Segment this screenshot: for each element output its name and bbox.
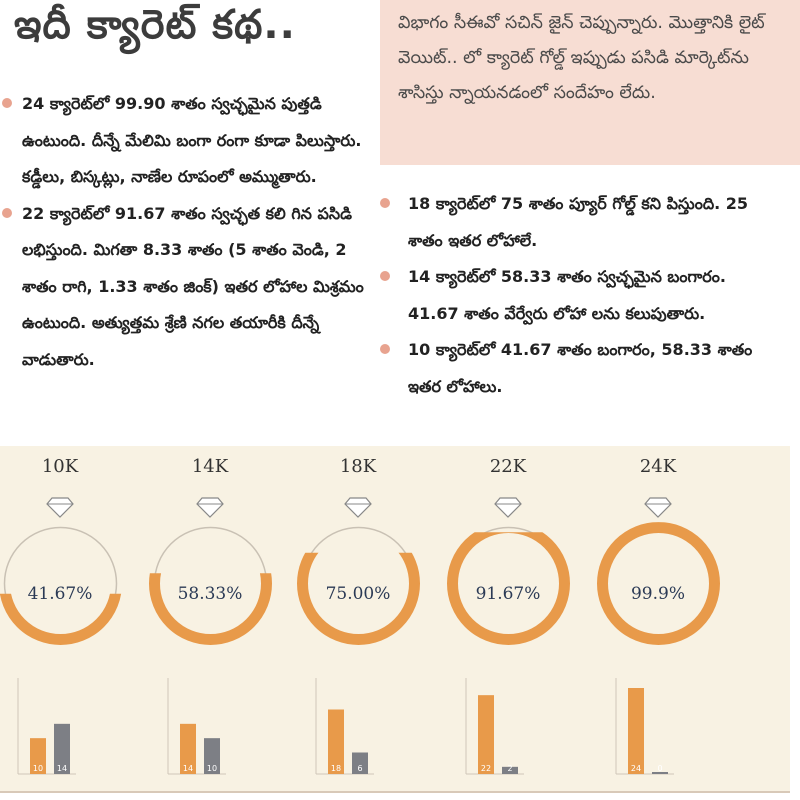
- gold-bar: [328, 709, 344, 774]
- bullet-dot-icon: [380, 271, 390, 281]
- gold-bar-label: 22: [481, 764, 491, 773]
- left-column: 24 క్యారెట్‌లో 99.90 శాతం స్వచ్ఛమైన పుత్…: [0, 86, 375, 378]
- other-metal-bar: [204, 738, 220, 774]
- karat-label: 18K: [339, 456, 377, 477]
- article-title: ఇదీ క్యారెట్ కథ..: [14, 2, 296, 48]
- gold-bar: [478, 695, 494, 774]
- ring-gold-fill: [596, 522, 720, 645]
- purity-percent: 41.67%: [27, 584, 93, 604]
- side-note-box: విభాగం సీఈవో సచిన్ జైన్ చెప్పున్నారు. మొ…: [380, 0, 800, 165]
- ring-gold-fill: [446, 532, 570, 645]
- purity-percent: 99.9%: [630, 584, 685, 604]
- bullet-22k: 22 క్యారెట్‌లో 91.67 శాతం స్వచ్ఛత కలి గి…: [0, 196, 375, 379]
- other-metal-bar: [652, 772, 668, 774]
- karat-label: 22K: [489, 456, 527, 477]
- bullet-dot-icon: [2, 98, 12, 108]
- ring-gold-fill: [296, 552, 420, 645]
- other-metal-bar-label: 2: [507, 764, 512, 773]
- bullet-text: 22 క్యారెట్‌లో 91.67 శాతం స్వచ్ఛత కలి గి…: [22, 203, 364, 369]
- bullet-10k: 10 క్యారెట్‌లో 41.67 శాతం బంగారం, 58.33 …: [378, 332, 778, 405]
- other-metal-bar-label: 0: [657, 764, 662, 773]
- bullet-dot-icon: [380, 198, 390, 208]
- karat-bar-chart: 10 14: [17, 678, 76, 775]
- diamond-icon: [644, 497, 672, 518]
- gold-bar-label: 24: [631, 764, 641, 773]
- right-column: 18 క్యారెట్‌లో 75 శాతం ప్యూర్ గోల్డ్ కని…: [378, 186, 778, 405]
- ring-gold-fill: [148, 573, 272, 645]
- karat-infographic: 10K 41.67% 10 14 14K 58.33% 14 10 18K 75.00% 18 6 22…: [0, 446, 790, 793]
- other-metal-bar-label: 14: [57, 764, 67, 773]
- diamond-icon: [494, 497, 522, 518]
- karat-label: 14K: [191, 456, 229, 477]
- karat-label: 24K: [639, 456, 677, 477]
- bullet-14k: 14 క్యారెట్‌లో 58.33 శాతం స్వచ్ఛమైన బంగా…: [378, 259, 778, 332]
- bullet-text: 18 క్యారెట్‌లో 75 శాతం ప్యూర్ గోల్డ్ కని…: [408, 194, 749, 250]
- gold-bar: [628, 688, 644, 774]
- gold-bar: [180, 723, 196, 774]
- other-metal-bar: [54, 723, 70, 774]
- karat-ring: [0, 526, 121, 645]
- diamond-icon: [344, 497, 372, 518]
- side-note-text: విభాగం సీఈవో సచిన్ జైన్ చెప్పున్నారు. మొ…: [398, 13, 765, 103]
- gold-bar-label: 14: [183, 764, 193, 773]
- bullet-dot-icon: [380, 344, 390, 354]
- karat-bar-chart: 18 6: [315, 678, 374, 775]
- gold-bar-label: 10: [33, 764, 43, 773]
- bullet-text: 10 క్యారెట్‌లో 41.67 శాతం బంగారం, 58.33 …: [408, 340, 753, 396]
- purity-percent: 75.00%: [325, 584, 391, 604]
- bullet-dot-icon: [2, 207, 12, 218]
- bullet-18k: 18 క్యారెట్‌లో 75 శాతం ప్యూర్ గోల్డ్ కని…: [378, 186, 778, 259]
- gold-bar: [30, 738, 46, 774]
- karat-label: 10K: [41, 456, 79, 477]
- karat-ring: [296, 526, 420, 645]
- purity-percent: 91.67%: [475, 584, 541, 604]
- gold-bar-label: 18: [331, 764, 341, 773]
- karat-bar-chart: 24 0: [615, 678, 674, 775]
- karat-bar-chart: 22 2: [465, 678, 524, 775]
- bullet-text: 24 క్యారెట్‌లో 99.90 శాతం స్వచ్ఛమైన పుత్…: [22, 94, 362, 186]
- karat-ring: [446, 526, 570, 645]
- karat-ring: [148, 526, 272, 645]
- ring-gold-fill: [0, 593, 121, 645]
- other-metal-bar-label: 6: [357, 764, 362, 773]
- diamond-icon: [196, 497, 224, 518]
- karat-bar-chart: 14 10: [167, 678, 226, 775]
- diamond-icon: [46, 497, 74, 518]
- karat-ring: [596, 522, 720, 645]
- other-metal-bar-label: 10: [207, 764, 217, 773]
- other-metal-bar: [352, 752, 368, 774]
- bullet-text: 14 క్యారెట్‌లో 58.33 శాతం స్వచ్ఛమైన బంగా…: [408, 267, 726, 323]
- bullet-24k: 24 క్యారెట్‌లో 99.90 శాతం స్వచ్ఛమైన పుత్…: [0, 86, 375, 196]
- other-metal-bar: [502, 766, 518, 774]
- purity-percent: 58.33%: [177, 584, 243, 604]
